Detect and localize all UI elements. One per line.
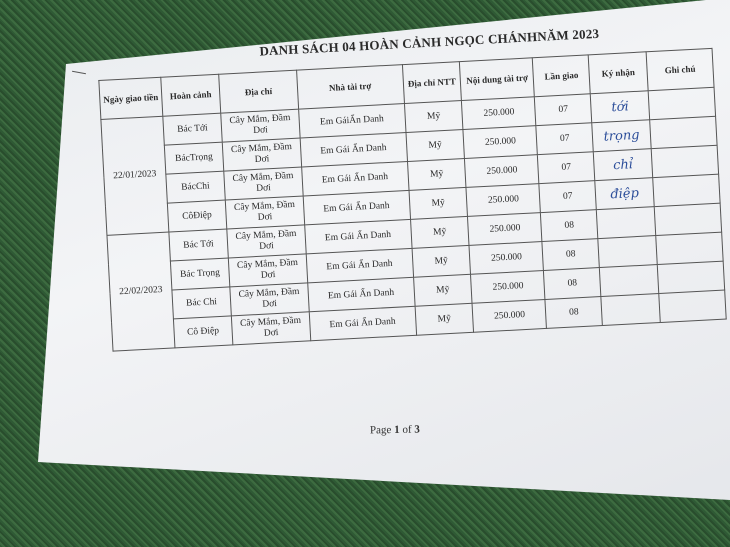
note <box>654 203 722 236</box>
column-header: Ghi chú <box>646 48 715 91</box>
column-header: Nhà tài trợ <box>296 64 404 110</box>
note <box>651 145 719 178</box>
recipient-address: Cây Mắm, Đầm Dơi <box>220 109 300 143</box>
recipient-name: BácChi <box>165 171 226 204</box>
sponsor-amount: 250.000 <box>466 183 541 217</box>
note <box>655 232 724 265</box>
delivery-round: 07 <box>534 93 592 126</box>
signature: tới <box>590 90 650 123</box>
sponsor-amount: 250.000 <box>463 125 538 159</box>
footer-prefix: Page <box>369 424 395 437</box>
footer-middle: of <box>399 423 415 436</box>
sponsor-address: Mỹ <box>410 216 470 249</box>
note <box>648 87 716 120</box>
sponsor-address: Mỹ <box>408 187 468 220</box>
column-header: Địa chỉ <box>218 70 299 114</box>
sponsor-address: Mỹ <box>411 245 471 278</box>
column-header: Nội dung tài trợ <box>459 57 535 101</box>
recipient-address: Cây Mắm, Đầm Dơi <box>225 195 305 230</box>
sponsor-amount: 250.000 <box>469 241 544 275</box>
delivery-round: 07 <box>537 151 595 184</box>
page-footer: Page 1 of 3 <box>370 424 420 437</box>
note <box>657 261 725 294</box>
recipient-address: Cây Mắm, Đầm Dơi <box>229 282 309 316</box>
delivery-date: 22/01/2023 <box>100 116 169 236</box>
recipient-name: Bác Chi <box>171 286 232 319</box>
recipient-name: BácTrọng <box>164 142 224 175</box>
delivery-round: 08 <box>545 296 603 329</box>
sponsor-amount: 250.000 <box>467 212 543 246</box>
document-page: DANH SÁCH 04 HOÀN CẢNH NGỌC CHÁNHNĂM 202… <box>97 19 730 352</box>
column-header: Địa chỉ NTT <box>401 61 462 104</box>
page-total: 3 <box>414 423 420 436</box>
recipient-name: Cô Điệp <box>173 315 233 348</box>
delivery-round: 08 <box>543 267 602 300</box>
sponsor-address: Mỹ <box>413 274 473 307</box>
sponsor-name: Em Gái Ẩn Danh <box>308 306 417 341</box>
note <box>649 116 718 149</box>
column-header: Ngày giao tiền <box>98 77 163 120</box>
column-header: Lần giao <box>532 54 591 97</box>
sponsor-amount: 250.000 <box>470 270 546 304</box>
signature <box>596 206 656 239</box>
signature <box>601 293 661 326</box>
delivery-date: 22/02/2023 <box>106 232 175 352</box>
delivery-round: 08 <box>540 209 598 242</box>
recipient-name: Bác Trọng <box>170 257 230 290</box>
column-header: Ký nhận <box>588 51 649 94</box>
recipient-name: CôĐiệp <box>167 200 227 233</box>
recipient-name: Bác Tới <box>168 229 229 262</box>
delivery-round: 07 <box>539 180 597 213</box>
sponsor-amount: 250.000 <box>464 154 540 188</box>
recipient-address: Cây Mắm, Đầm Dơi <box>228 253 308 287</box>
sponsor-address: Mỹ <box>403 100 464 133</box>
signature <box>599 264 659 297</box>
sponsor-address: Mỹ <box>405 129 465 162</box>
signature <box>597 235 658 268</box>
column-header: Hoàn cảnh <box>160 74 221 117</box>
sponsor-address: Mỹ <box>414 303 474 336</box>
recipient-address: Cây Mắm, Đầm Dơi <box>223 167 303 201</box>
signature: chỉ <box>593 148 653 181</box>
recipient-name: Bác Tới <box>162 113 223 146</box>
signature: điệp <box>594 177 655 210</box>
signature: trọng <box>591 119 652 152</box>
delivery-round: 08 <box>542 238 600 271</box>
sponsor-amount: 250.000 <box>461 96 537 130</box>
recipient-address: Cây Mắm, Đầm Dơi <box>222 138 302 172</box>
delivery-round: 07 <box>536 122 594 155</box>
sponsor-address: Mỹ <box>407 158 467 191</box>
sponsor-amount: 250.000 <box>472 299 547 333</box>
recipient-address: Cây Mắm, Đầm Dơi <box>226 224 306 258</box>
recipient-address: Cây Mắm, Đầm Dơi <box>231 311 311 345</box>
note <box>652 174 721 207</box>
recipient-table: Ngày giao tiền Hoàn cảnh Địa chỉ Nhà tài tr… <box>98 48 727 352</box>
note <box>658 290 727 323</box>
